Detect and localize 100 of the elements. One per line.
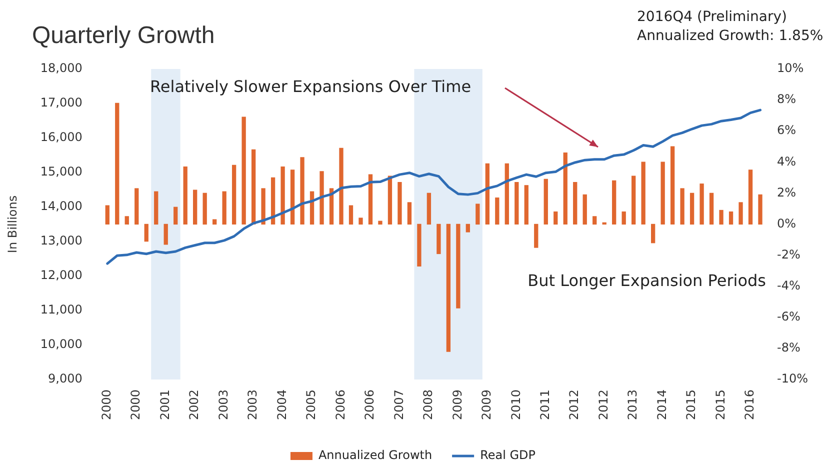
y-tick-label: 12,000: [40, 268, 82, 282]
y2-tick-label: 10%: [777, 61, 804, 76]
bar: [193, 190, 198, 225]
bar: [290, 170, 295, 225]
bar: [222, 191, 226, 225]
x-tick-label: 2006: [362, 389, 377, 420]
bar: [700, 184, 704, 225]
bar: [388, 176, 392, 225]
x-tick-label: 2002: [187, 389, 202, 420]
annotation: Relatively Slower Expansions Over Time: [150, 77, 472, 96]
y2-tick-label: -4%: [777, 278, 800, 292]
x-tick-label: 2013: [626, 389, 640, 420]
x-tick-label: 2004: [274, 389, 289, 420]
bar: [709, 192, 714, 225]
chart-title: Quarterly Growth: [32, 22, 215, 50]
x-tick-label: 2015: [713, 389, 728, 420]
x-tick-label: 2009: [450, 389, 464, 420]
text: 2016Q4 (Preliminary): [637, 8, 788, 27]
x-tick-label: 2005: [304, 389, 318, 420]
bar: [728, 211, 734, 225]
x-tick-label: 2000: [100, 389, 114, 420]
y-tick-label: 10,000: [40, 337, 82, 352]
bar: [407, 202, 412, 225]
bar: [115, 102, 120, 225]
bar: [368, 174, 373, 225]
bar: [690, 192, 694, 225]
x-tick-label: 2000: [128, 389, 143, 420]
bar: [504, 163, 509, 225]
bar: [660, 162, 665, 225]
bar: [514, 182, 519, 225]
annotation: But Longer Expansion Periods: [528, 271, 766, 290]
bar: [105, 205, 110, 225]
x-tick-label: 2012: [596, 389, 610, 420]
bar: [251, 149, 256, 225]
y2-tick-label: -8%: [777, 340, 800, 355]
y2-tick-label: 6%: [777, 123, 796, 138]
bar: [466, 224, 470, 232]
bar: [232, 164, 236, 225]
bar: [426, 192, 432, 225]
bar: [398, 182, 402, 225]
bar: [183, 166, 188, 225]
bar: [174, 206, 178, 225]
bar: [212, 219, 217, 225]
bar: [622, 211, 626, 225]
bar: [582, 194, 587, 225]
bar: [202, 192, 207, 225]
bar: [124, 216, 129, 225]
y2-tick-label: 4%: [777, 154, 796, 168]
x-tick-label: 2001: [158, 389, 172, 420]
y2-tick-label: 8%: [777, 92, 796, 106]
bar: [544, 178, 548, 225]
bar: [632, 176, 636, 225]
y-tick-label: 17,000: [40, 96, 82, 110]
bar: [534, 224, 538, 248]
x-tick-label: 2012: [567, 389, 582, 420]
y-tick-label: 13,000: [40, 234, 82, 248]
bar: [650, 224, 656, 244]
bar: [748, 170, 753, 225]
bar: [446, 224, 451, 352]
bar: [144, 224, 148, 242]
bar: [261, 188, 266, 225]
bar: [417, 224, 422, 266]
y-tick-label: 18,000: [40, 61, 82, 76]
bar: [738, 202, 743, 225]
x-tick-label: 2009: [480, 389, 494, 420]
legend-label: Annualized Growth: [318, 448, 432, 462]
legend-label: Real GDP: [480, 448, 536, 462]
bar: [485, 163, 490, 225]
bar: [476, 204, 480, 225]
x-tick-label: 2015: [684, 389, 698, 420]
y-axis-title: In Billions: [5, 195, 20, 254]
y-tick-label: 16,000: [40, 130, 82, 144]
y-tick-label: 9,000: [48, 372, 82, 386]
bar: [348, 205, 354, 225]
x-tick-label: 2014: [654, 389, 669, 420]
x-tick-label: 2003: [216, 389, 230, 420]
bar: [436, 224, 441, 254]
bar: [164, 224, 168, 245]
x-tick-label: 2006: [333, 389, 348, 420]
text: Annualized Growth: 1.85%: [637, 27, 824, 46]
bar: [495, 198, 500, 225]
bar: [242, 116, 246, 225]
bar: [154, 191, 158, 225]
bar: [554, 211, 558, 225]
y2-tick-label: 0%: [777, 216, 796, 230]
y-tick-label: 14,000: [40, 199, 82, 214]
bar: [680, 188, 684, 225]
bar: [378, 220, 382, 225]
bar: [280, 166, 285, 225]
x-tick-label: 2007: [392, 389, 406, 420]
bar: [456, 224, 460, 308]
y-tick-label: 11,000: [40, 302, 82, 317]
bar: [563, 152, 568, 225]
bar: [358, 218, 363, 225]
bar: [524, 185, 528, 225]
bar: [670, 146, 675, 225]
bar: [320, 171, 324, 225]
y2-tick-label: 2%: [777, 185, 796, 200]
bar: [719, 210, 724, 225]
bar: [300, 157, 304, 225]
